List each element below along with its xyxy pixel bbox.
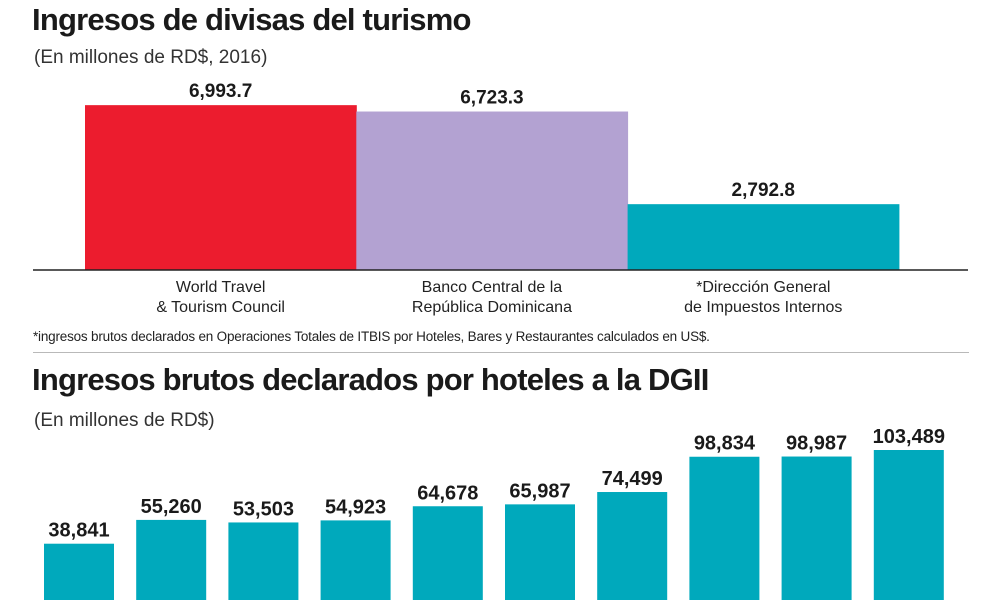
chart1-bar bbox=[85, 105, 357, 270]
chart1-value-label: 2,792.8 bbox=[732, 180, 795, 201]
chart1-category-label: Banco Central de la bbox=[422, 279, 563, 296]
chart2-bar bbox=[44, 543, 114, 600]
chart2-value-label: 98,834 bbox=[694, 433, 756, 455]
chart2-bar bbox=[505, 504, 575, 600]
chart2-bar bbox=[320, 520, 391, 600]
chart1-category-label: & Tourism Council bbox=[156, 299, 285, 316]
chart2-title: Ingresos brutos declarados por hoteles a… bbox=[32, 362, 709, 397]
chart2-value-label: 38,841 bbox=[48, 520, 109, 542]
chart2-value-label: 65,987 bbox=[509, 480, 570, 502]
chart2-value-label: 53,503 bbox=[233, 498, 294, 520]
chart2-value-label: 98,987 bbox=[786, 433, 847, 455]
chart2-value-label: 54,923 bbox=[325, 496, 386, 518]
chart1-footnote: *ingresos brutos declarados en Operacion… bbox=[33, 329, 710, 344]
chart1-value-label: 6,723.3 bbox=[460, 88, 523, 109]
chart2-subtitle: (En millones de RD$) bbox=[34, 410, 215, 431]
chart2-bar bbox=[873, 450, 944, 600]
chart2-bar bbox=[689, 456, 760, 600]
chart2-bar bbox=[597, 492, 668, 600]
chart1-subtitle: (En millones de RD$, 2016) bbox=[34, 47, 268, 68]
chart1-category-label: República Dominicana bbox=[412, 299, 572, 316]
chart1-category-label: *Dirección General bbox=[696, 279, 830, 296]
chart2-value-label: 64,678 bbox=[417, 482, 478, 504]
chart2-bar bbox=[136, 519, 207, 600]
chart2-value-label: 55,260 bbox=[141, 496, 202, 518]
chart2-value-label: 74,499 bbox=[602, 468, 663, 490]
chart2-bar bbox=[781, 456, 852, 600]
section-divider bbox=[33, 352, 969, 353]
chart1-plot: 6,993.7 World Travel & Tourism Council 6,72… bbox=[33, 81, 968, 316]
chart1-category-label: de Impuestos Internos bbox=[684, 299, 842, 316]
chart2-bar bbox=[228, 522, 299, 600]
chart1-title: Ingresos de divisas del turismo bbox=[32, 2, 471, 37]
chart2-bar bbox=[412, 506, 483, 600]
chart1-category-label: World Travel bbox=[176, 279, 266, 296]
chart1-value-label: 6,993.7 bbox=[189, 81, 252, 102]
chart1-bar bbox=[627, 204, 900, 270]
chart1-bar bbox=[356, 111, 629, 270]
chart2-value-label: 103,489 bbox=[873, 426, 945, 448]
